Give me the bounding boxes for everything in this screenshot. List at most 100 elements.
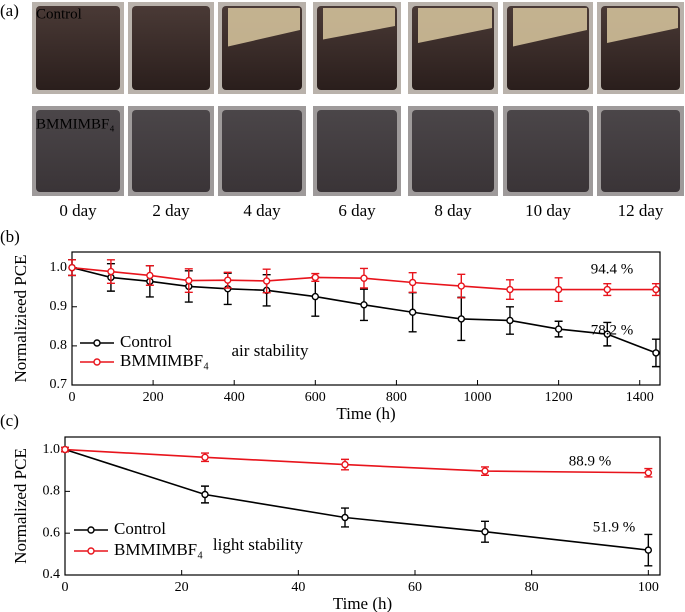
data-point <box>603 285 611 294</box>
x-tick-label: 0 <box>62 580 69 595</box>
y-axis-label: Normalizieed PCE <box>11 255 30 383</box>
row-label: Control <box>36 6 82 22</box>
data-point <box>481 528 489 536</box>
x-tick-label: 400 <box>224 390 245 405</box>
x-tick-label: 200 <box>143 390 164 405</box>
data-point <box>554 325 563 333</box>
series-line <box>71 266 656 291</box>
day-label: 12 day <box>618 201 664 220</box>
data-point <box>506 316 514 325</box>
data-point <box>506 285 514 294</box>
plot-frame <box>71 251 661 386</box>
row-label: BMMIMBF₄ <box>36 116 115 132</box>
film-sample <box>132 6 210 90</box>
legend-marker <box>87 547 95 555</box>
panel-label: (a) <box>0 1 19 20</box>
data-point <box>341 460 349 469</box>
film-sample <box>412 110 494 192</box>
data-point <box>554 285 563 294</box>
data-point <box>311 292 320 301</box>
day-label: 8 day <box>434 201 472 220</box>
panel-label: (b) <box>0 227 20 246</box>
annotation: 88.9 % <box>569 453 612 469</box>
data-point <box>408 278 417 287</box>
legend-label: BMMIMBF₄ <box>120 351 209 370</box>
y-tick-label: 0.6 <box>43 525 61 540</box>
data-point <box>311 273 320 282</box>
data-point <box>68 263 76 272</box>
x-tick-label: 80 <box>525 580 539 595</box>
y-tick-label: 0.8 <box>50 338 68 353</box>
data-point <box>61 445 69 454</box>
film-sample <box>132 110 210 192</box>
x-tick-label: 40 <box>291 580 305 595</box>
data-point <box>408 308 417 316</box>
day-label: 2 day <box>152 201 190 220</box>
day-label: 0 day <box>59 201 97 220</box>
data-point <box>457 282 465 290</box>
y-tick-label: 1.0 <box>43 442 61 457</box>
data-point <box>644 469 653 477</box>
data-point <box>652 285 660 294</box>
data-point <box>603 330 611 338</box>
y-tick-label: 0.7 <box>50 377 68 392</box>
day-label: 6 day <box>338 201 376 220</box>
x-tick-label: 0 <box>69 390 76 405</box>
x-tick-label: 1400 <box>626 390 654 405</box>
x-tick-label: 60 <box>408 580 422 595</box>
legend-label: Control <box>120 332 172 351</box>
degraded-region <box>418 8 492 43</box>
y-tick-label: 0.8 <box>43 484 61 499</box>
data-point <box>262 277 271 285</box>
data-point <box>146 271 154 280</box>
series-line <box>71 266 657 354</box>
series-line <box>64 448 649 474</box>
legend-label: BMMIMBF₄ <box>114 540 203 559</box>
annotation: 94.4 % <box>591 261 634 277</box>
film-sample <box>222 110 302 192</box>
x-tick-label: 20 <box>175 580 189 595</box>
data-point <box>481 467 489 475</box>
data-point <box>457 315 465 323</box>
legend-marker <box>93 358 101 366</box>
x-tick-label: 100 <box>638 580 659 595</box>
x-tick-label: 1000 <box>464 390 492 405</box>
panel-label: (c) <box>0 411 19 430</box>
x-axis-label: Time (h) <box>336 404 395 423</box>
degraded-region <box>607 8 678 43</box>
y-tick-label: 1.0 <box>50 260 68 275</box>
data-point <box>341 513 349 522</box>
data-point <box>644 546 653 554</box>
x-axis-label: Time (h) <box>333 594 392 612</box>
annotation: 51.9 % <box>593 519 636 535</box>
day-label: 4 day <box>243 201 281 220</box>
x-tick-label: 1200 <box>545 390 573 405</box>
annotation: light stability <box>213 535 304 554</box>
x-tick-label: 600 <box>305 390 326 405</box>
annotation: air stability <box>232 341 309 360</box>
film-sample <box>317 110 397 192</box>
legend-marker <box>87 526 95 534</box>
annotation: 78.2 % <box>591 322 634 338</box>
data-point <box>652 349 660 357</box>
data-point <box>201 453 209 461</box>
x-tick-label: 800 <box>386 390 407 405</box>
film-sample <box>507 110 589 192</box>
degraded-region <box>228 8 300 47</box>
plot-frame <box>64 436 661 576</box>
degraded-region <box>323 8 395 40</box>
y-axis-label: Normalized PCE <box>11 448 30 564</box>
legend-marker <box>93 339 101 347</box>
y-tick-label: 0.9 <box>50 299 68 314</box>
data-point <box>360 301 368 309</box>
data-point <box>185 276 193 285</box>
data-point <box>224 276 232 284</box>
film-sample <box>36 6 120 90</box>
y-tick-label: 0.4 <box>43 567 61 582</box>
data-point <box>360 274 368 282</box>
film-sample <box>601 110 680 192</box>
data-point <box>201 490 209 499</box>
day-label: 10 day <box>525 201 571 220</box>
legend-label: Control <box>114 519 166 538</box>
